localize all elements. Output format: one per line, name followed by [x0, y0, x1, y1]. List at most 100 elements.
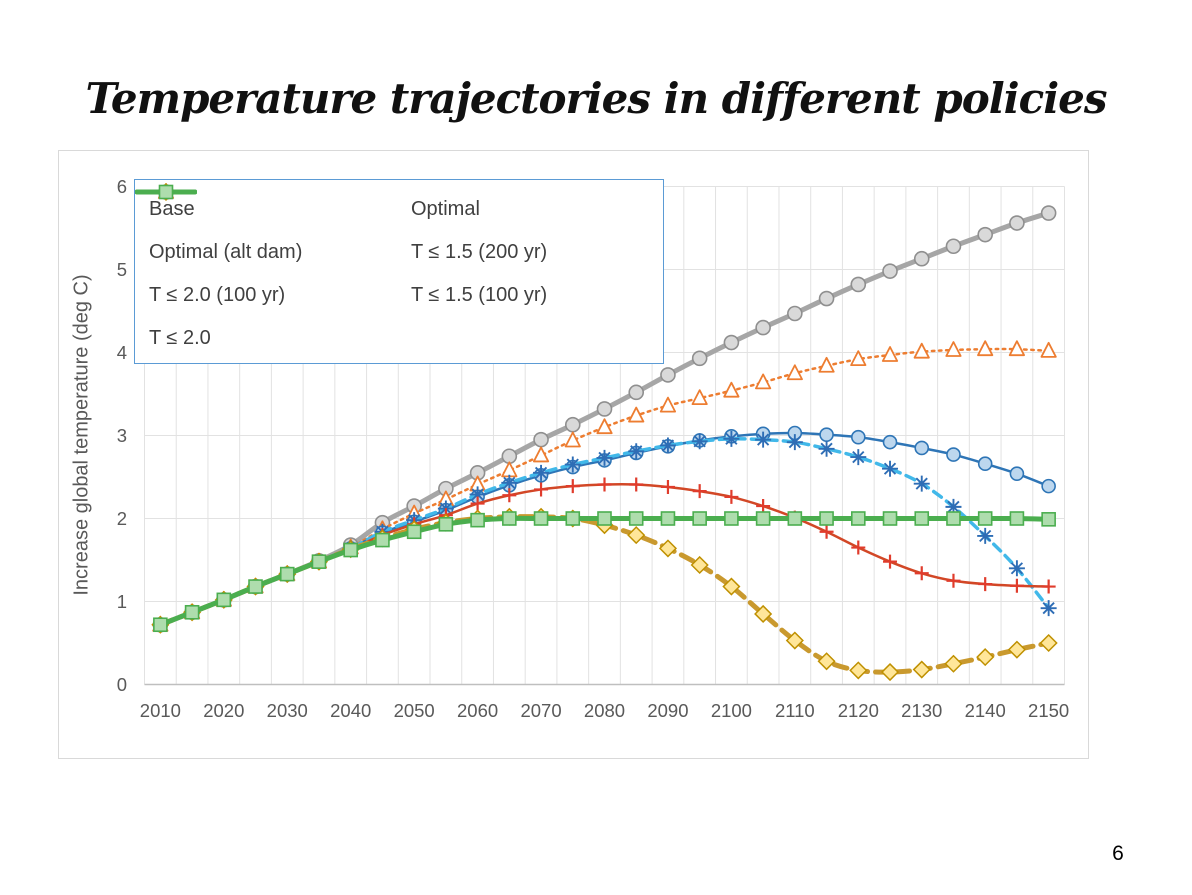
data-point-marker [184, 604, 200, 620]
series-line [157, 514, 1052, 675]
data-point-marker [565, 479, 580, 494]
data-point-marker [502, 488, 517, 503]
x-tick-label: 2130 [901, 700, 942, 721]
x-tick-label: 2110 [775, 700, 815, 721]
y-tick-label: 2 [117, 508, 127, 529]
data-point-marker [628, 443, 645, 460]
data-point-marker [944, 654, 963, 673]
y-axis-title: Increase global temperature (deg C) [70, 274, 93, 596]
data-point-marker [912, 660, 931, 679]
axis-tick-labels: 0 1 2 3 4 5 6 2010 2020 2030 2040 2050 2060 2070 2080 2… [117, 176, 1070, 721]
data-point-marker [787, 305, 803, 322]
data-point-marker [946, 447, 961, 462]
legend-label: T ≤ 2.0 [149, 327, 211, 349]
data-point-marker [660, 479, 675, 494]
data-point-marker [850, 449, 867, 466]
data-point-marker [1008, 340, 1026, 357]
data-point-marker [1040, 600, 1057, 617]
legend-item-t-1.5-100-yr: T ≤ 1.5 (100 yr) [135, 182, 663, 317]
data-point-marker [692, 484, 707, 499]
data-point-marker [883, 554, 898, 569]
data-point-marker [724, 511, 739, 526]
data-point-marker [977, 456, 993, 472]
data-point-marker [819, 524, 834, 539]
data-point-marker [158, 184, 174, 200]
data-point-marker [850, 429, 866, 445]
data-point-marker [628, 511, 644, 526]
data-point-marker [533, 511, 549, 526]
data-point-marker [819, 511, 834, 526]
data-point-marker [153, 617, 168, 633]
data-point-marker [786, 434, 803, 451]
data-point-marker [850, 350, 867, 367]
x-tick-label: 2050 [394, 700, 435, 721]
data-point-marker [469, 486, 486, 503]
data-point-marker [1041, 579, 1056, 594]
data-point-marker [629, 477, 644, 492]
data-point-marker [1041, 512, 1056, 527]
data-point-marker [977, 511, 993, 526]
data-point-marker [882, 460, 899, 477]
data-point-marker [977, 340, 994, 357]
data-point-marker [691, 389, 708, 406]
data-point-marker [1009, 511, 1025, 526]
data-point-marker [849, 661, 868, 680]
data-point-marker [597, 477, 612, 492]
data-point-marker [565, 511, 581, 526]
data-point-marker [659, 437, 676, 454]
data-point-marker [564, 431, 581, 448]
data-point-marker [724, 489, 739, 504]
chart: 0 1 2 3 4 5 6 2010 2020 2030 2040 2050 2060 2070 2080 2… [58, 150, 1089, 759]
data-point-marker [375, 532, 390, 548]
x-tick-label: 2120 [838, 700, 879, 721]
data-point-marker [533, 431, 549, 448]
legend-label: T ≤ 2.0 (100 yr) [149, 284, 286, 306]
data-point-marker [977, 527, 994, 544]
y-tick-label: 5 [117, 259, 127, 280]
data-point-marker [1009, 466, 1025, 481]
legend-sample-t-2.0 [135, 184, 197, 200]
data-point-marker [756, 499, 771, 514]
data-point-marker [216, 592, 232, 608]
data-point-marker [946, 573, 961, 588]
x-tick-label: 2080 [584, 700, 625, 721]
x-tick-label: 2060 [457, 700, 498, 721]
data-point-marker [754, 604, 773, 624]
legend-item-optimal-alt-dam: Optimal (alt dam) [135, 184, 411, 274]
data-point-marker [1009, 215, 1025, 231]
data-point-marker [406, 524, 422, 540]
data-point-marker [470, 496, 485, 511]
data-point-marker [850, 511, 866, 526]
data-point-marker [1009, 578, 1024, 593]
legend-label: Optimal (alt dam) [149, 241, 303, 263]
data-point-marker [785, 631, 804, 650]
x-tick-label: 2020 [203, 700, 244, 721]
series-t-2.0 [153, 511, 1056, 633]
data-point-marker [818, 290, 835, 307]
data-point-marker [627, 526, 646, 545]
data-point-marker [660, 367, 676, 383]
legend-item-optimal: Optimal [135, 183, 663, 231]
data-point-marker [690, 555, 709, 575]
data-point-marker [564, 416, 581, 433]
data-point-marker [723, 334, 740, 351]
data-point-marker [755, 319, 771, 336]
legend-item-t-1.5-200-yr: T ≤ 1.5 (200 yr) [135, 184, 663, 274]
data-point-marker [1041, 478, 1056, 494]
data-point-marker [880, 662, 900, 682]
data-point-marker [658, 539, 678, 558]
data-point-marker [501, 474, 518, 491]
data-point-marker [723, 430, 740, 447]
data-point-marker [532, 446, 550, 463]
data-point-marker [914, 440, 930, 456]
data-point-marker [1040, 205, 1057, 221]
data-point-marker [691, 350, 708, 367]
slide-title: Temperature trajectories in different po… [85, 74, 1107, 124]
data-point-marker [851, 540, 866, 555]
data-point-marker [533, 464, 550, 481]
data-point-marker [945, 498, 962, 515]
data-point-marker [913, 342, 930, 359]
legend-label: Base [149, 198, 195, 220]
data-point-marker [913, 250, 930, 267]
data-point-marker [659, 396, 677, 413]
